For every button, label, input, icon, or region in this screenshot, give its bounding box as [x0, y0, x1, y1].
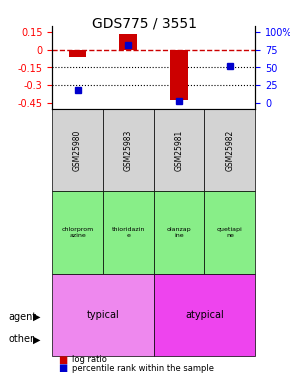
Bar [69, 50, 86, 57]
FancyBboxPatch shape [154, 109, 204, 191]
FancyBboxPatch shape [103, 191, 154, 274]
FancyBboxPatch shape [103, 109, 154, 191]
Bar [119, 34, 137, 50]
Text: log ratio: log ratio [72, 356, 107, 364]
Text: GSM25982: GSM25982 [225, 129, 234, 171]
FancyBboxPatch shape [52, 191, 103, 274]
Text: thioridazin
e: thioridazin e [112, 227, 145, 238]
FancyBboxPatch shape [154, 274, 255, 356]
Text: GSM25980: GSM25980 [73, 129, 82, 171]
Text: olanzap
ine: olanzap ine [167, 227, 191, 238]
Text: other: other [9, 334, 35, 344]
Text: ▶: ▶ [33, 334, 41, 344]
Text: percentile rank within the sample: percentile rank within the sample [72, 364, 215, 373]
FancyBboxPatch shape [52, 274, 154, 356]
FancyBboxPatch shape [52, 109, 103, 191]
Text: GSM25981: GSM25981 [175, 129, 184, 171]
FancyBboxPatch shape [154, 191, 204, 274]
Text: GSM25983: GSM25983 [124, 129, 133, 171]
FancyBboxPatch shape [204, 191, 255, 274]
Text: typical: typical [87, 310, 119, 320]
Text: chlorprom
azine: chlorprom azine [61, 227, 94, 238]
Text: ■: ■ [58, 355, 67, 365]
Text: agent: agent [9, 312, 37, 322]
Text: quetiapi
ne: quetiapi ne [217, 227, 243, 238]
Text: GDS775 / 3551: GDS775 / 3551 [93, 17, 197, 31]
FancyBboxPatch shape [204, 109, 255, 191]
Text: atypical: atypical [185, 310, 224, 320]
Text: ■: ■ [58, 363, 67, 373]
Bar [170, 50, 188, 100]
Text: ▶: ▶ [33, 312, 41, 322]
